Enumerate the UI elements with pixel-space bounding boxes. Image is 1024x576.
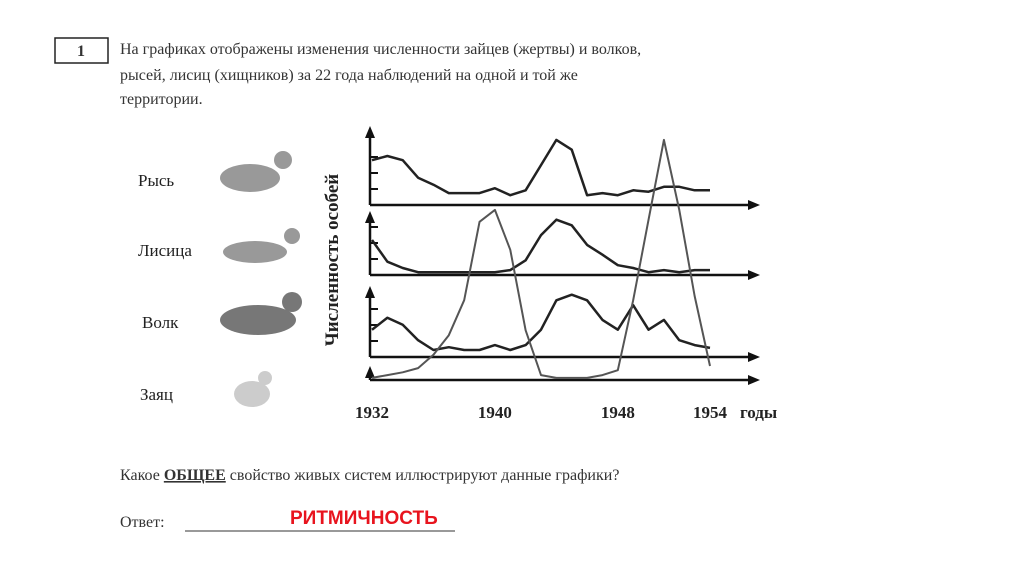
axis-arrow — [748, 352, 760, 362]
x-tick-label: 1940 — [478, 403, 512, 422]
axis-arrow — [748, 375, 760, 385]
question: Какое ОБЩЕЕ свойство живых систем иллюст… — [120, 467, 619, 484]
task-text: На графиках отображены изменения численн… — [120, 41, 641, 58]
question-emph: ОБЩЕЕ — [164, 467, 226, 484]
series-line — [370, 218, 710, 274]
axis-arrow — [365, 286, 375, 298]
task-text: рысей, лисиц (хищников) за 22 года наблю… — [120, 67, 578, 84]
answer: РИТМИЧНОСТЬ — [290, 508, 438, 529]
x-axis-label: годы — [740, 403, 777, 422]
chart: 1932 1940 1948 1954 — [355, 126, 760, 422]
series-label: Лисица — [138, 241, 192, 260]
y-axis-label: Численность особей — [322, 174, 343, 346]
task-text: территории. — [120, 91, 203, 108]
series-label: Заяц — [140, 385, 173, 404]
answer-label: Ответ: — [120, 514, 165, 531]
x-tick-label: 1948 — [601, 403, 635, 422]
animal-icons — [220, 151, 302, 407]
axis-arrow — [748, 270, 760, 280]
series-line — [371, 293, 711, 352]
axis-arrow — [365, 366, 375, 378]
axis-arrow — [365, 126, 375, 138]
series-label: Рысь — [138, 171, 174, 190]
task-number: 1 — [77, 43, 85, 60]
question-part: свойство живых систем иллюстрируют данны… — [226, 467, 620, 484]
x-tick-label: 1954 — [693, 403, 728, 422]
series-label: Волк — [142, 313, 179, 332]
task-box — [54, 37, 109, 64]
axis-arrow — [365, 211, 375, 223]
series-line — [371, 138, 711, 379]
question-part: Какое — [120, 467, 164, 484]
axis-arrow — [748, 200, 760, 210]
x-tick-label: 1932 — [355, 403, 389, 422]
